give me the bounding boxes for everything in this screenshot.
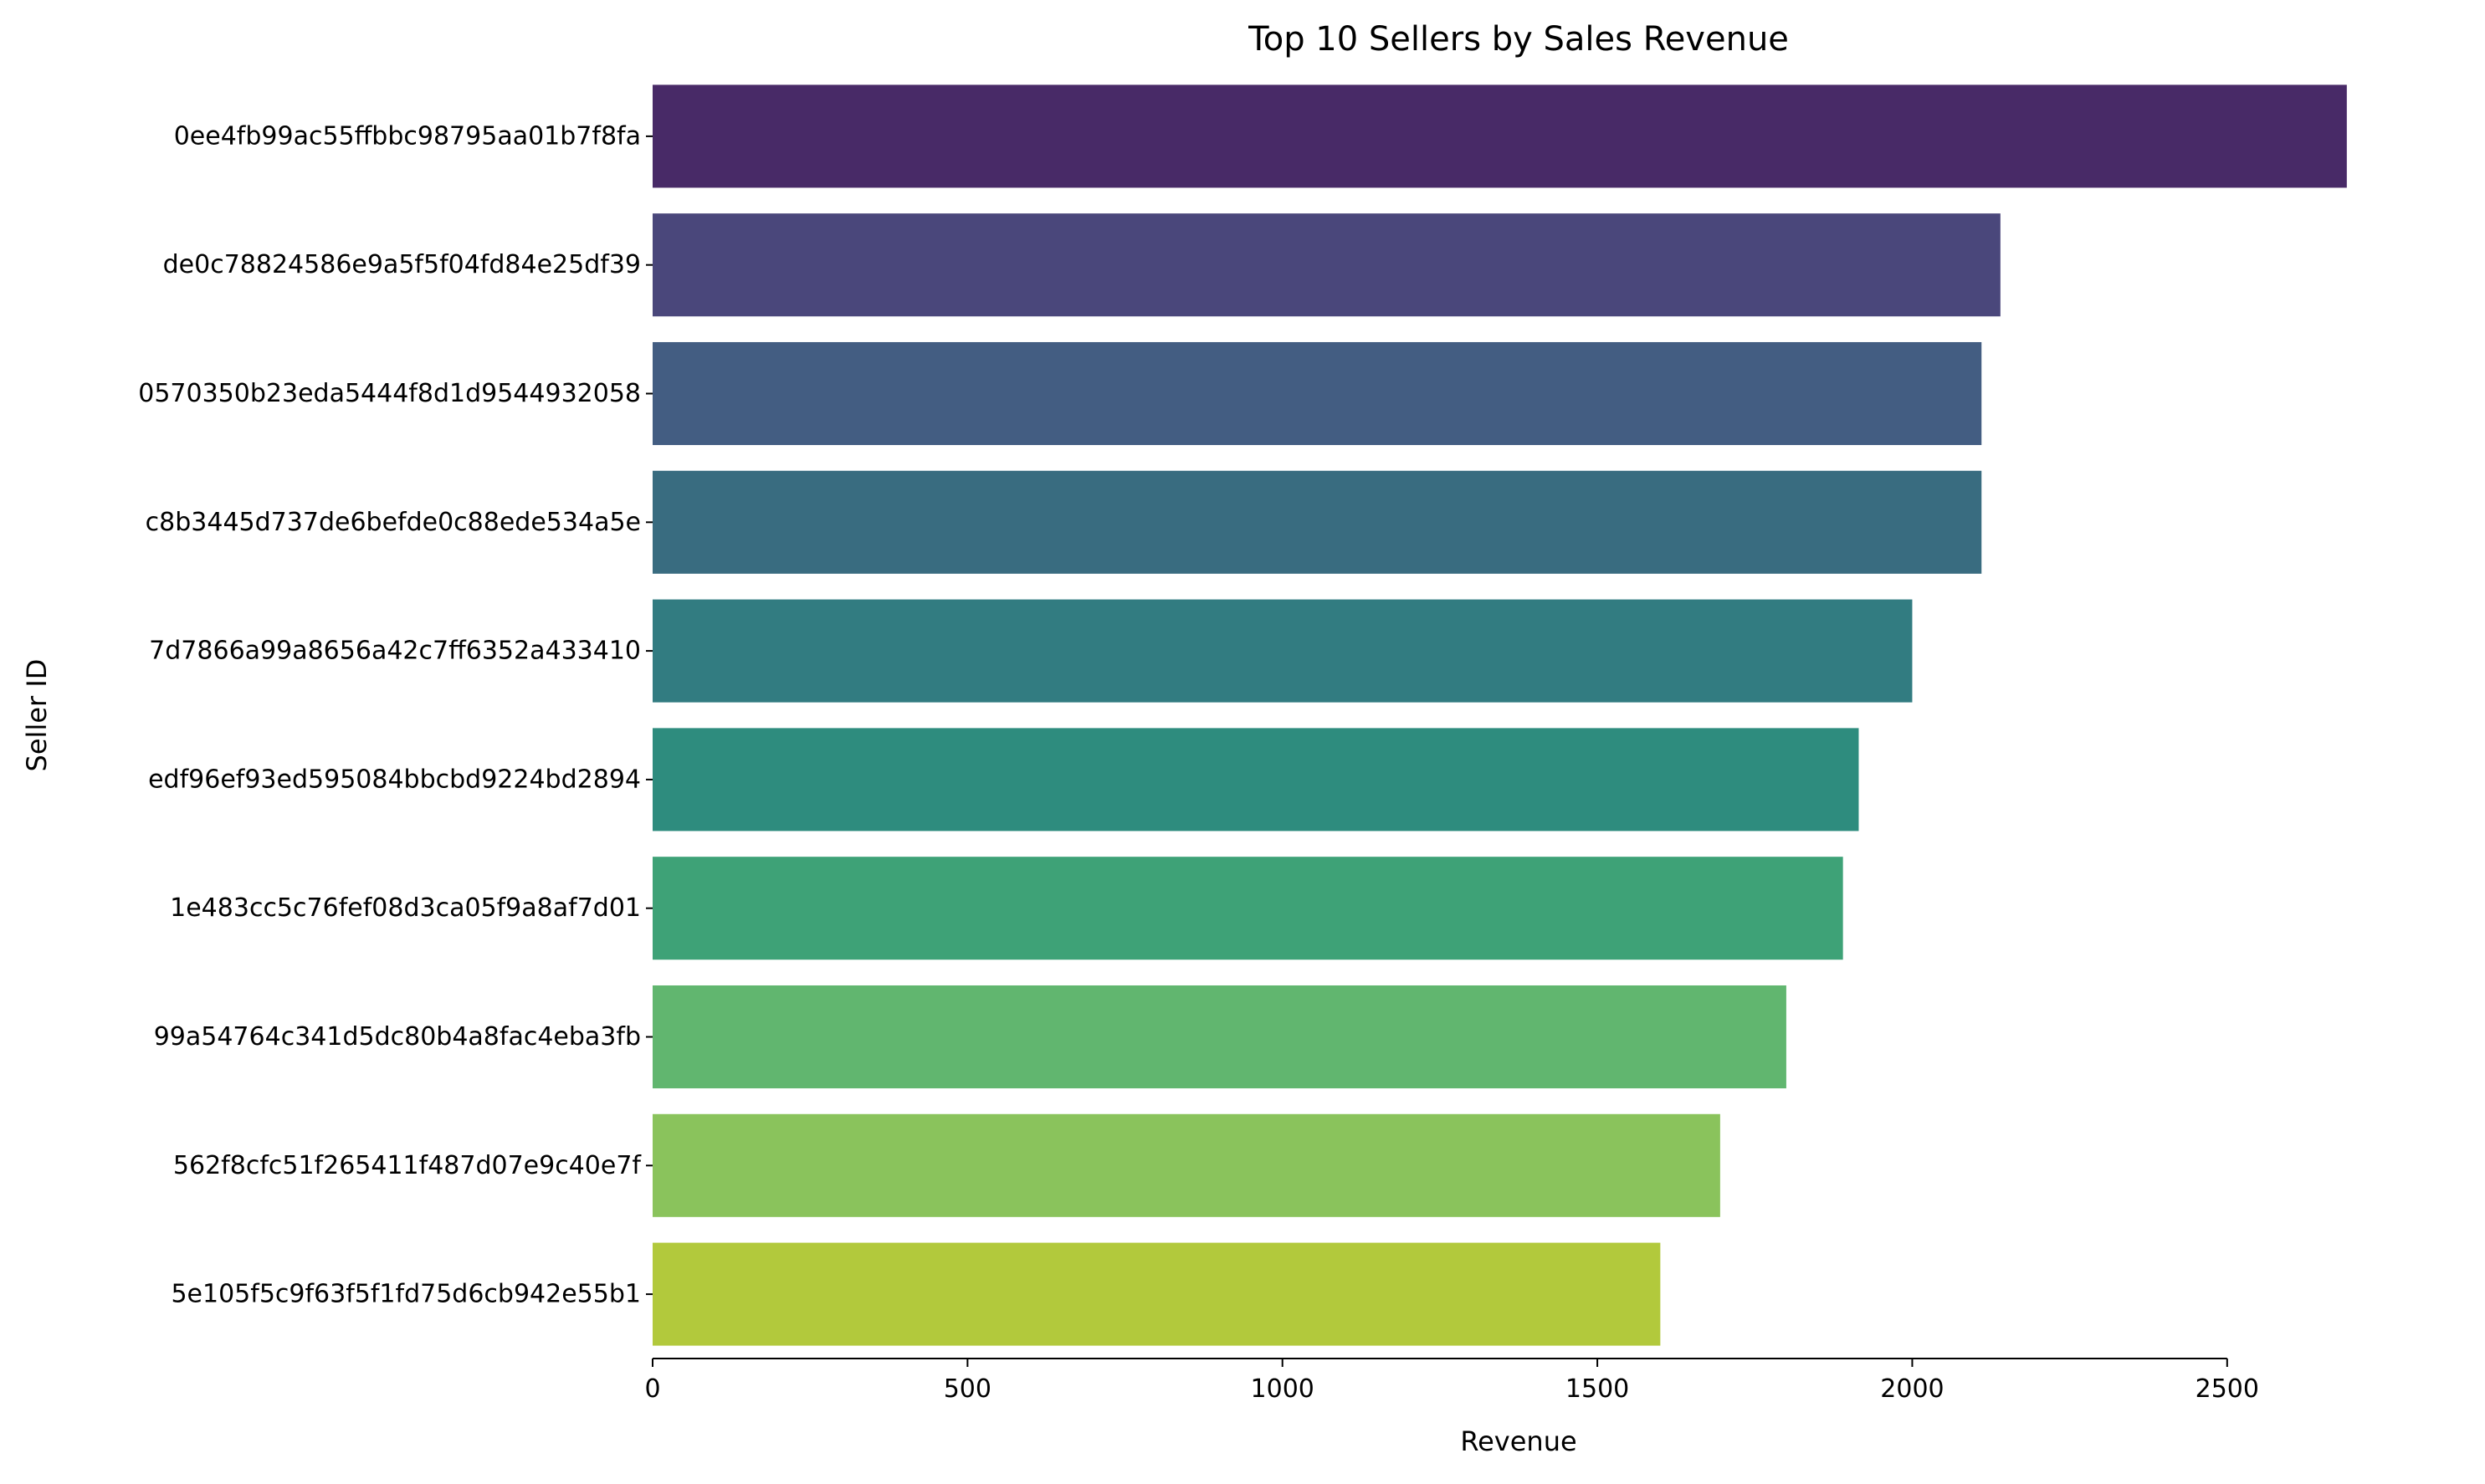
y-axis-label: Seller ID bbox=[21, 659, 53, 772]
x-tick-label: 1500 bbox=[1565, 1374, 1629, 1404]
bar-10 bbox=[653, 1242, 1661, 1346]
bar-9 bbox=[653, 1113, 1720, 1217]
x-tick-label: 2000 bbox=[1880, 1374, 1944, 1404]
y-tick-label: 7d7866a99a8656a42c7ff6352a433410 bbox=[149, 637, 641, 666]
bar-8 bbox=[653, 985, 1786, 1089]
x-tick-label: 0 bbox=[644, 1374, 660, 1404]
bar-4 bbox=[653, 470, 1982, 574]
x-tick-label: 2500 bbox=[2196, 1374, 2259, 1404]
y-tick-label: 1e483cc5c76fef08d3ca05f9a8af7d01 bbox=[170, 893, 641, 923]
y-tick-label: 5e105f5c9f63f5f1fd75d6cb942e55b1 bbox=[171, 1280, 641, 1309]
y-tick-label: de0c78824586e9a5f5f04fd84e25df39 bbox=[163, 250, 641, 279]
y-tick-label: c8b3445d737de6befde0c88ede534a5e bbox=[146, 508, 641, 537]
y-tick-label: 0ee4fb99ac55ffbbc98795aa01b7f8fa bbox=[174, 121, 641, 151]
x-axis: 0 500 1000 1500 2000 2500 bbox=[644, 1358, 2259, 1404]
bar-6 bbox=[653, 728, 1859, 832]
bars-group bbox=[653, 84, 2347, 1346]
x-tick-label: 500 bbox=[944, 1374, 991, 1404]
y-tick-label: 562f8cfc51f265411f487d07e9c40e7f bbox=[173, 1151, 643, 1180]
y-tick-label: edf96ef93ed595084bbcbd9224bd2894 bbox=[148, 765, 641, 794]
bar-5 bbox=[653, 599, 1913, 703]
chart-title: Top 10 Sellers by Sales Revenue bbox=[1248, 20, 1789, 59]
bar-2 bbox=[653, 213, 2001, 317]
x-tick-label: 1000 bbox=[1251, 1374, 1314, 1404]
bar-7 bbox=[653, 857, 1843, 960]
bar-1 bbox=[653, 84, 2347, 188]
bar-3 bbox=[653, 341, 1982, 446]
x-axis-label: Revenue bbox=[1460, 1425, 1576, 1457]
y-tick-labels: 0ee4fb99ac55ffbbc98795aa01b7f8fa de0c7882… bbox=[138, 121, 653, 1309]
y-tick-label: 0570350b23eda5444f8d1d9544932058 bbox=[138, 379, 641, 408]
y-tick-label: 99a54764c341d5dc80b4a8fac4eba3fb bbox=[154, 1022, 641, 1052]
